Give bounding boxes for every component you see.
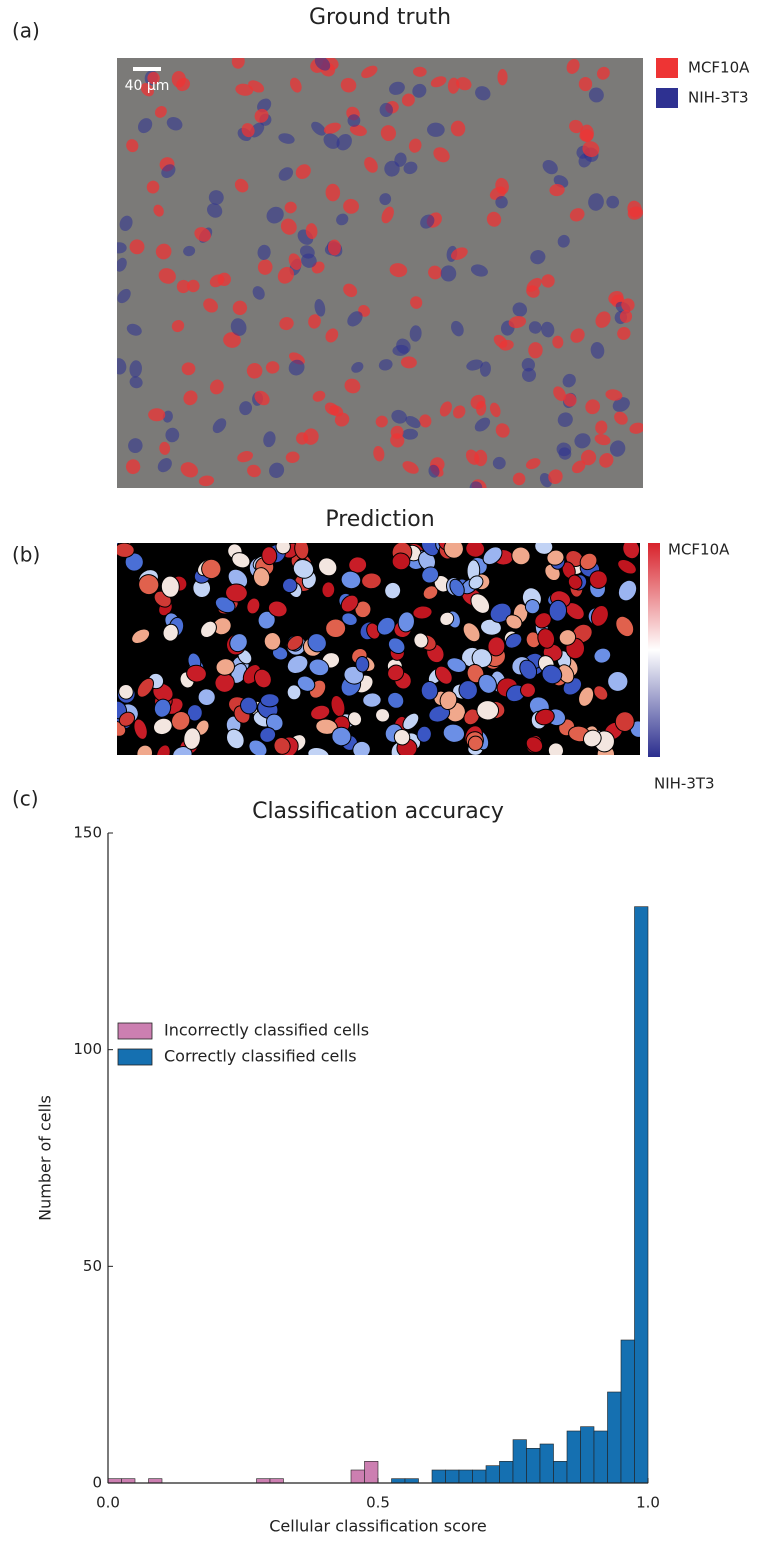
- bar: [270, 1479, 284, 1483]
- bar: [486, 1466, 500, 1483]
- legend-label: Correctly classified cells: [164, 1047, 357, 1066]
- y-tick-label: 50: [83, 1257, 102, 1275]
- bar: [473, 1470, 487, 1483]
- y-tick-label: 100: [73, 1040, 102, 1058]
- x-axis-label: Cellular classification score: [269, 1517, 487, 1536]
- cell: [520, 682, 536, 698]
- cell: [362, 693, 381, 708]
- x-tick-label: 1.0: [636, 1494, 660, 1512]
- panel-label: (a): [12, 19, 40, 43]
- bar: [459, 1470, 473, 1483]
- x-tick-label: 0.0: [96, 1494, 120, 1512]
- cell: [325, 619, 346, 638]
- panel-title: Prediction: [325, 507, 434, 532]
- cell: [474, 450, 487, 467]
- legend-swatch: [118, 1023, 152, 1039]
- x-tick-label: 0.5: [366, 1494, 390, 1512]
- bar: [513, 1440, 527, 1483]
- histogram: 0 50 100 150 0.0 0.5 1.0 Incorrectly classified…: [73, 824, 660, 1512]
- cell: [476, 700, 499, 720]
- bar: [122, 1479, 136, 1483]
- bar: [149, 1479, 163, 1483]
- bar: [351, 1470, 365, 1483]
- bar: [365, 1461, 379, 1483]
- legend-swatch: [656, 88, 678, 108]
- legend-swatch: [118, 1049, 152, 1065]
- figure: (a) Ground truth 40 µm MCF10A NIH-3T3 (b)…: [0, 0, 771, 1542]
- colorbar: [648, 543, 660, 757]
- bar: [608, 1392, 622, 1483]
- bar: [540, 1444, 554, 1483]
- legend-label: Incorrectly classified cells: [164, 1021, 369, 1040]
- bar: [500, 1461, 514, 1483]
- cell: [497, 69, 507, 85]
- y-tick-label: 150: [73, 824, 102, 842]
- cell: [115, 543, 135, 558]
- cell: [355, 656, 369, 672]
- cell: [260, 694, 279, 708]
- legend-label: NIH-3T3: [688, 89, 749, 107]
- bar: [446, 1470, 460, 1483]
- bar: [621, 1340, 635, 1483]
- legend-swatch: [656, 58, 678, 78]
- chart-title: Classification accuracy: [252, 799, 504, 824]
- panel-label: (c): [12, 787, 39, 811]
- scale-label: 40 µm: [125, 78, 170, 94]
- cell: [198, 688, 216, 706]
- colorbar-label: NIH-3T3: [654, 775, 715, 793]
- bar: [405, 1479, 419, 1483]
- scale-bar: [133, 67, 161, 71]
- y-tick-label: 0: [92, 1474, 102, 1492]
- bar: [108, 1479, 122, 1483]
- cell: [225, 583, 248, 602]
- y-axis-label: Number of cells: [36, 1095, 55, 1221]
- panel-title: Ground truth: [309, 5, 451, 30]
- legend-label: MCF10A: [688, 59, 750, 77]
- colorbar-label: MCF10A: [668, 541, 730, 559]
- cell: [112, 242, 127, 253]
- bar: [392, 1479, 406, 1483]
- bar: [432, 1470, 446, 1483]
- bar: [635, 907, 649, 1483]
- cell: [392, 552, 411, 570]
- bar: [527, 1448, 541, 1483]
- bar: [257, 1479, 271, 1483]
- panel-label: (b): [12, 543, 40, 567]
- image-legend: MCF10A NIH-3T3: [656, 58, 750, 108]
- cell: [493, 457, 506, 469]
- bar: [567, 1431, 581, 1483]
- bar: [554, 1461, 568, 1483]
- bar: [581, 1427, 595, 1483]
- bar: [594, 1431, 608, 1483]
